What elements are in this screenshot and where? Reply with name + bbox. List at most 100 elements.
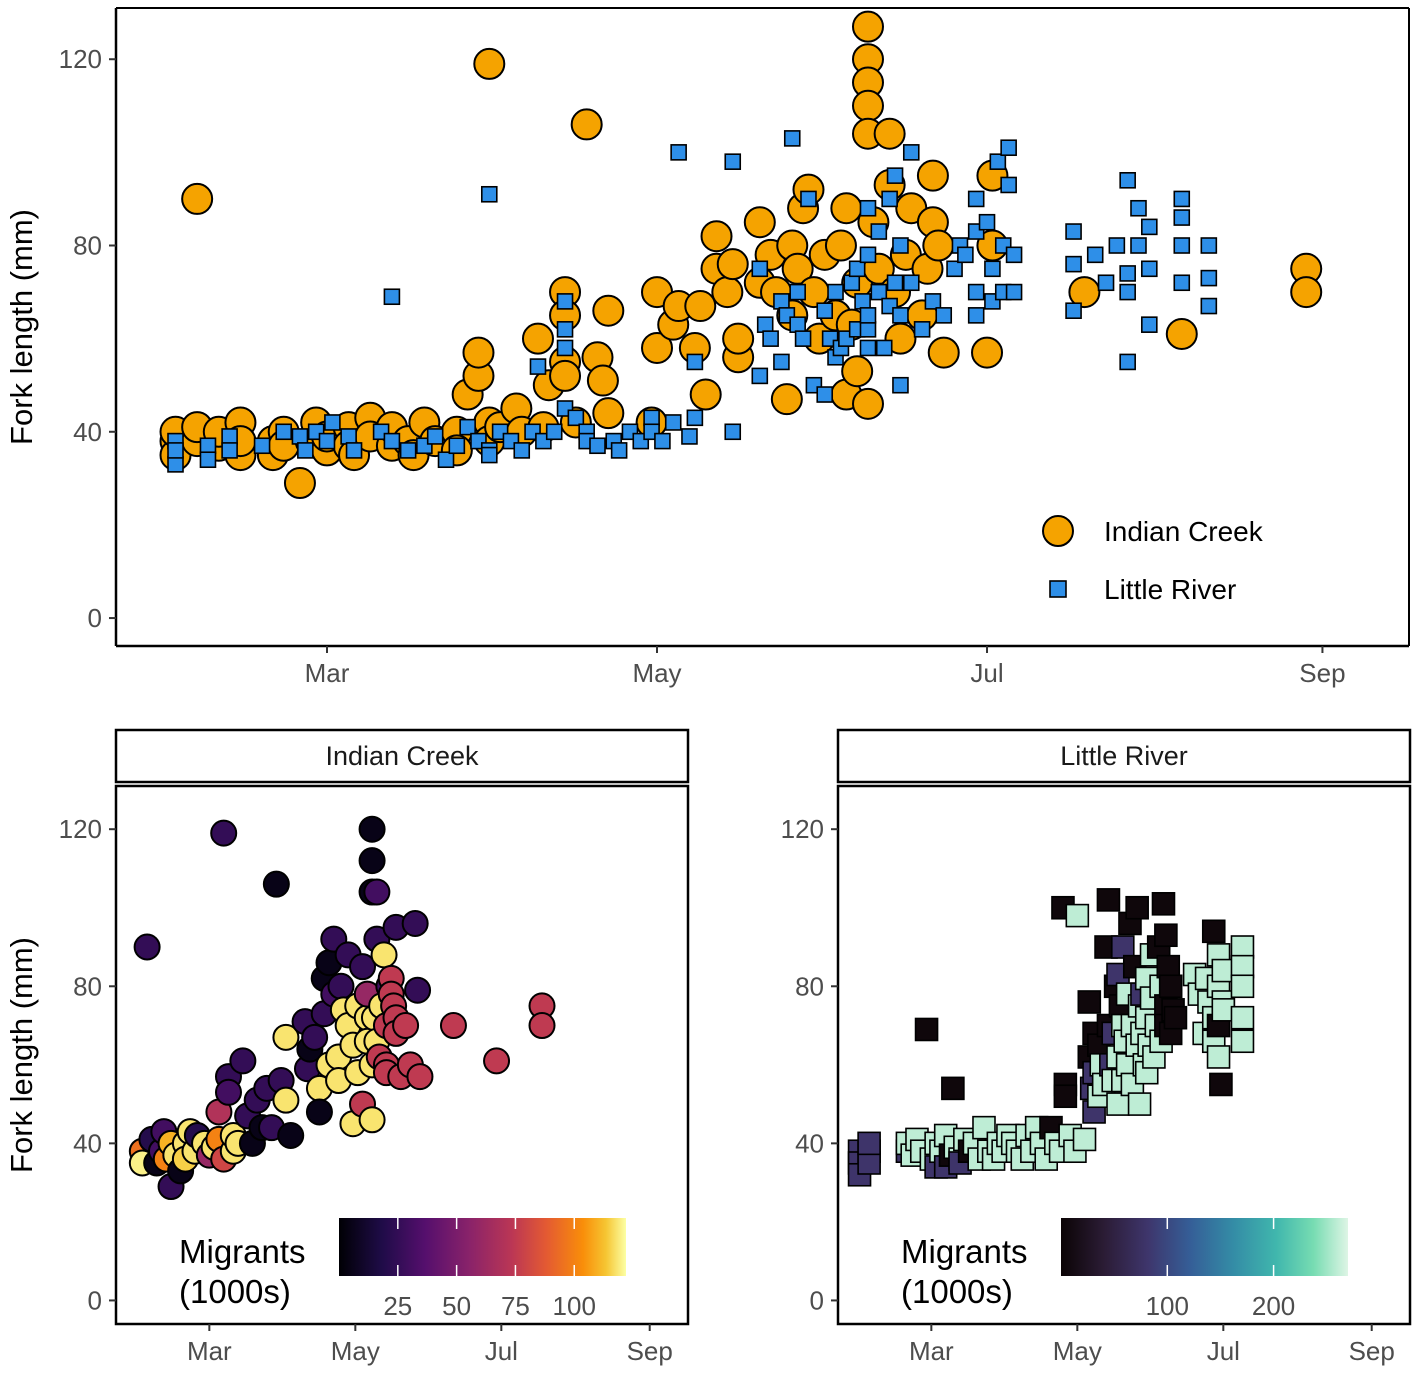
point-little-river [946,260,963,278]
point [857,1151,881,1175]
point-indian-creek [689,378,722,411]
y-tick-label: 0 [810,1285,824,1315]
point-little-river [924,293,942,310]
point-little-river [1200,269,1218,287]
point-little-river [870,223,888,240]
x-tick-label: Mar [187,1336,232,1366]
point-little-river [967,190,985,208]
x-tick-label: Jul [1207,1336,1240,1366]
y-tick-label: 120 [781,814,824,844]
point-little-river [545,423,563,441]
point-little-river [253,437,271,455]
point-little-river [681,428,698,445]
facet-strip-title: Little River [1060,741,1188,771]
point [358,847,386,875]
point-little-river [892,307,909,324]
point-indian-creek [1068,276,1101,309]
point-little-river [275,423,293,441]
point [1230,935,1255,959]
y-tick-label: 0 [88,1285,102,1315]
point-little-river [459,418,476,436]
point-little-river [1065,255,1082,273]
legend-key-little-river [1049,580,1067,598]
point [1151,892,1176,916]
point-little-river [643,409,660,427]
point [305,1098,333,1126]
point-little-river [1141,316,1158,333]
point-little-river [773,353,790,371]
point-indian-creek [830,192,863,225]
point-little-river [437,451,455,469]
point [349,953,377,981]
point-little-river [902,144,920,161]
point [1111,935,1135,959]
point-little-river [556,321,574,338]
point [1230,1005,1255,1030]
y-tick-label: 80 [73,971,102,1001]
point-little-river [773,293,790,310]
point-little-river [751,260,769,278]
point-little-river [345,442,363,459]
point [1206,1045,1231,1069]
point-indian-creek [971,336,1004,369]
point-little-river [978,213,996,231]
point-little-river [324,414,341,431]
point-indian-creek [700,220,733,253]
colorbar [1061,1218,1348,1276]
point-little-river [1119,353,1136,371]
panel-border [114,784,690,1326]
point-little-river [1005,283,1023,301]
point-indian-creek [1165,317,1198,350]
y-tick-label: 80 [795,971,824,1001]
point-little-river [886,167,904,184]
point [439,1012,467,1040]
point-indian-creek [851,89,884,122]
point [229,1047,257,1075]
y-tick-label: 120 [59,44,102,74]
point [404,976,432,1004]
point-indian-creek [916,159,949,192]
point-little-river [1173,190,1191,208]
point-little-river [167,442,184,459]
point-little-river [989,153,1007,170]
point [214,1078,242,1106]
point [358,1106,386,1134]
point [1230,954,1255,979]
point [327,972,355,1000]
point-indian-creek [283,467,316,500]
x-tick-label: Sep [1349,1336,1395,1366]
point-little-river [1065,223,1082,240]
x-tick-label: Mar [305,658,350,688]
point-little-river [221,428,238,445]
y-tick-label: 0 [88,603,102,633]
x-tick-label: Sep [627,1336,673,1366]
point-little-river [1119,265,1136,282]
point [1209,1072,1233,1097]
point-little-river [383,288,401,306]
point [133,933,161,961]
colorbar-title-line2: (1000s) [179,1273,291,1310]
x-tick-label: Jul [485,1336,518,1366]
point-little-river [686,353,704,371]
point-little-river [913,321,931,338]
point-indian-creek [462,336,495,369]
point-indian-creek [824,229,857,262]
point-indian-creek [1290,276,1323,309]
x-tick-label: May [1053,1336,1102,1366]
point [406,1063,434,1091]
x-tick-label: Mar [909,1336,954,1366]
y-tick-label: 40 [73,417,102,447]
point [272,1086,300,1114]
point [1106,1092,1130,1116]
panel-top: 0 40 80 120 Mar May Jul Sep Fork length (mm) Indi… [4,7,1410,688]
y-tick-label: 40 [795,1128,824,1158]
point-little-river [1141,218,1158,236]
point-little-river [794,330,812,347]
point [1156,954,1181,979]
point [210,819,238,847]
point-little-river [1173,237,1191,254]
point-little-river [1200,297,1218,315]
point [1230,1029,1255,1054]
point-little-river [935,307,953,324]
